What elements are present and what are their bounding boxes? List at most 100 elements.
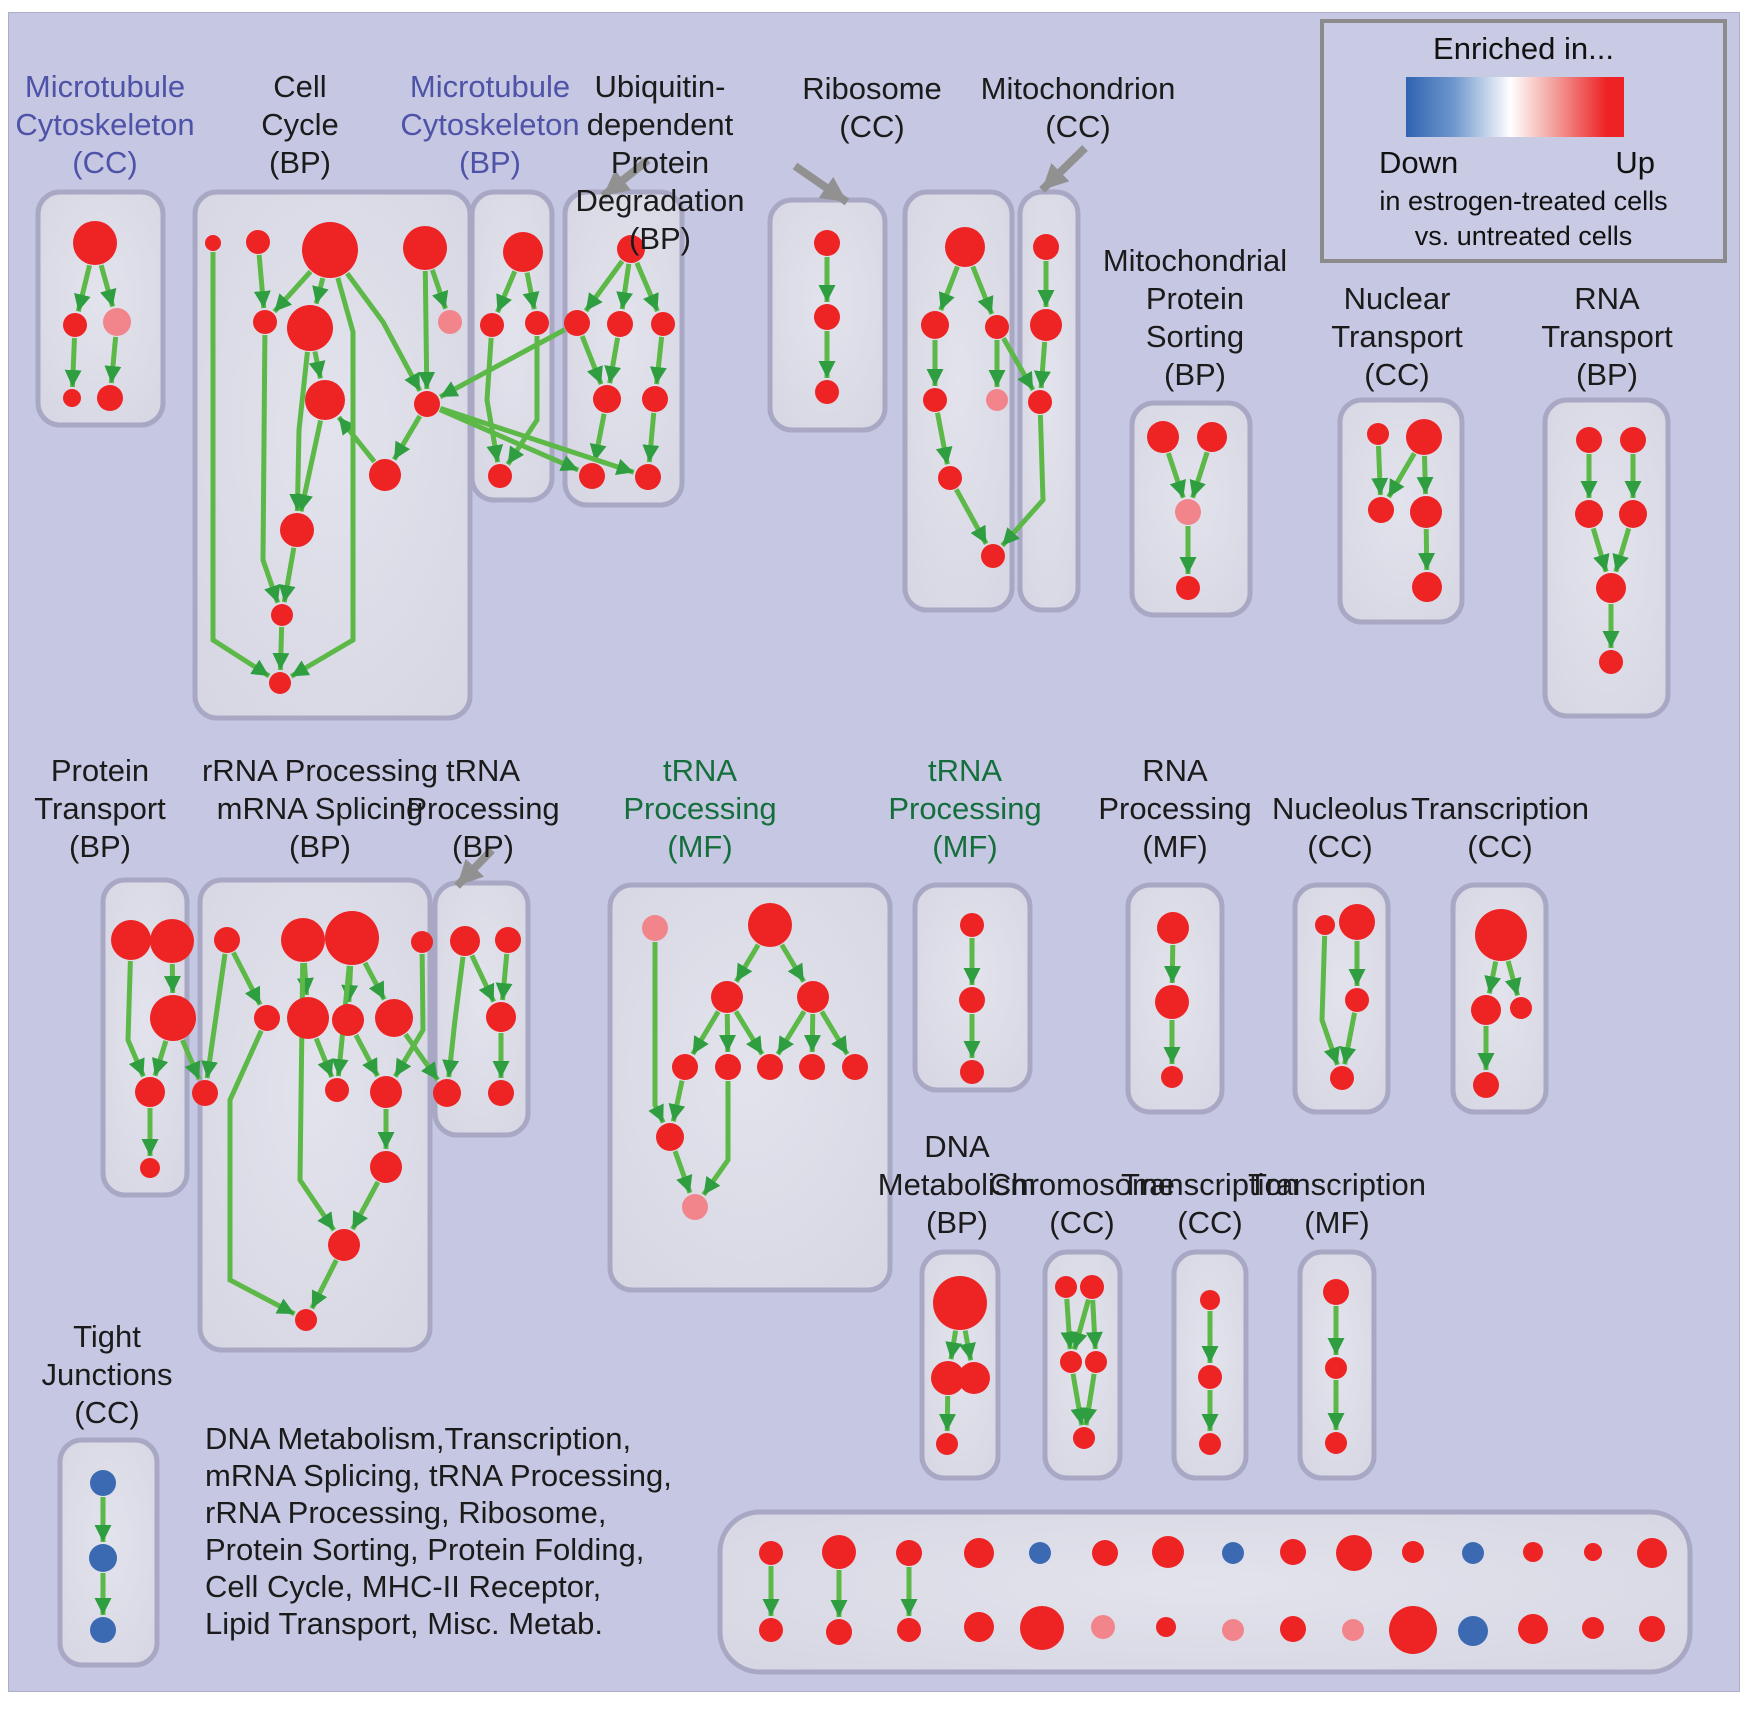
edge [151, 1040, 169, 1077]
annotation-arrow [1039, 145, 1088, 193]
edge [959, 1330, 976, 1361]
edge [719, 1013, 737, 1053]
go-term-node [1367, 423, 1389, 445]
edge [439, 406, 635, 476]
go-term-node [1584, 1543, 1602, 1561]
edge [1001, 337, 1036, 392]
edge [393, 953, 426, 1078]
go-term-node [281, 918, 325, 962]
go-term-node [403, 226, 447, 270]
edge [522, 272, 540, 310]
edge [616, 263, 634, 310]
edge [227, 1029, 296, 1317]
cluster-label-nuclear-transport: Nuclear Transport (CC) [1331, 281, 1463, 392]
edge [668, 1080, 686, 1122]
edge [1319, 935, 1340, 1066]
edge [938, 1395, 956, 1432]
cluster-label-rna-processing-mf: RNA Processing (MF) [1098, 753, 1252, 864]
cluster-label-microtubule-cc: Microtubule Cytoskeleton (CC) [15, 69, 195, 180]
go-term-node [253, 310, 277, 334]
go-term-node [1161, 1066, 1183, 1088]
go-term-node [759, 1618, 783, 1642]
go-term-node [1410, 496, 1442, 528]
go-term-node [1200, 1290, 1220, 1310]
annotation-arrow [454, 847, 495, 889]
legend-title: Enriched in... [1433, 31, 1614, 66]
go-term-node [1576, 427, 1602, 453]
go-term-node [488, 464, 512, 488]
go-term-node [1523, 1542, 1543, 1562]
go-term-node [495, 927, 521, 953]
go-term-node [842, 1054, 868, 1080]
edge [970, 265, 995, 315]
edge [604, 337, 622, 384]
edge [253, 254, 271, 309]
go-term-node [964, 1538, 994, 1568]
go-term-node [111, 920, 151, 960]
cluster-label-transcription-mf: Transcription (MF) [1247, 1167, 1427, 1240]
edge [350, 1180, 381, 1231]
go-term-node [1637, 1538, 1667, 1568]
cluster-label-chromosome: Chromosome (CC) [988, 1167, 1176, 1240]
go-term-node [89, 1544, 117, 1572]
edge [289, 277, 356, 679]
go-term-node [715, 1054, 741, 1080]
go-term-node [1402, 1541, 1424, 1563]
go-term-node [450, 926, 480, 956]
cluster-box-microtubule-cc [35, 189, 166, 428]
edge [938, 265, 960, 311]
go-term-node [1175, 499, 1201, 525]
cluster-box-nuclear-transport [1337, 397, 1465, 625]
go-term-node [1029, 1542, 1051, 1564]
annotation-arrow [792, 162, 850, 206]
cluster-label-ribosome: Ribosome (CC) [802, 71, 942, 144]
edge [1163, 944, 1181, 984]
edge [104, 336, 122, 384]
go-term-node [1147, 421, 1179, 453]
go-term-node [1080, 1275, 1104, 1299]
edge [1189, 451, 1210, 499]
edge [803, 1013, 821, 1053]
go-term-node [826, 1619, 852, 1645]
go-term-node [97, 385, 123, 411]
edge [954, 488, 989, 545]
edge [690, 1010, 721, 1056]
edge [495, 953, 513, 1001]
go-term-node [480, 313, 504, 337]
go-term-node [325, 1078, 349, 1102]
legend-gradient-bar [1406, 77, 1624, 137]
go-term-node [1518, 1614, 1548, 1644]
go-term-node [280, 513, 314, 547]
go-term-node [525, 311, 549, 335]
go-term-node [1510, 997, 1532, 1019]
go-term-node [1639, 1616, 1665, 1642]
go-term-node [1280, 1539, 1306, 1565]
go-term-node [370, 1076, 402, 1108]
edge [935, 412, 953, 465]
go-term-node [63, 389, 81, 407]
go-term-node [1582, 1617, 1604, 1639]
cluster-label-transcription-cc-2: Transcription (CC) [1410, 791, 1590, 864]
go-term-node [1092, 1540, 1118, 1566]
go-term-node [1475, 909, 1527, 961]
go-term-node [933, 1276, 987, 1330]
go-term-node [945, 227, 985, 267]
cluster-label-rrna-mrna: rRNA Processing mRNA Splicing (BP) [201, 753, 439, 864]
cluster-label-cell-cycle: Cell Cycle (BP) [261, 69, 339, 180]
edge [439, 327, 566, 400]
go-term-node [960, 913, 984, 937]
go-term-node [1028, 390, 1052, 414]
go-term-node [90, 1617, 116, 1643]
go-term-node [1152, 1536, 1184, 1568]
go-term-node [986, 389, 1008, 411]
go-term-node [246, 230, 270, 254]
go-term-node [936, 1433, 958, 1455]
go-term-node [1198, 1365, 1222, 1389]
go-term-node [1368, 497, 1394, 523]
misc-text-line: Protein Sorting, Protein Folding, [205, 1532, 645, 1567]
cluster-label-rna-transport: RNA Transport (BP) [1541, 281, 1673, 392]
edge [1590, 527, 1610, 573]
cluster-box-chromosome [1042, 1249, 1123, 1481]
